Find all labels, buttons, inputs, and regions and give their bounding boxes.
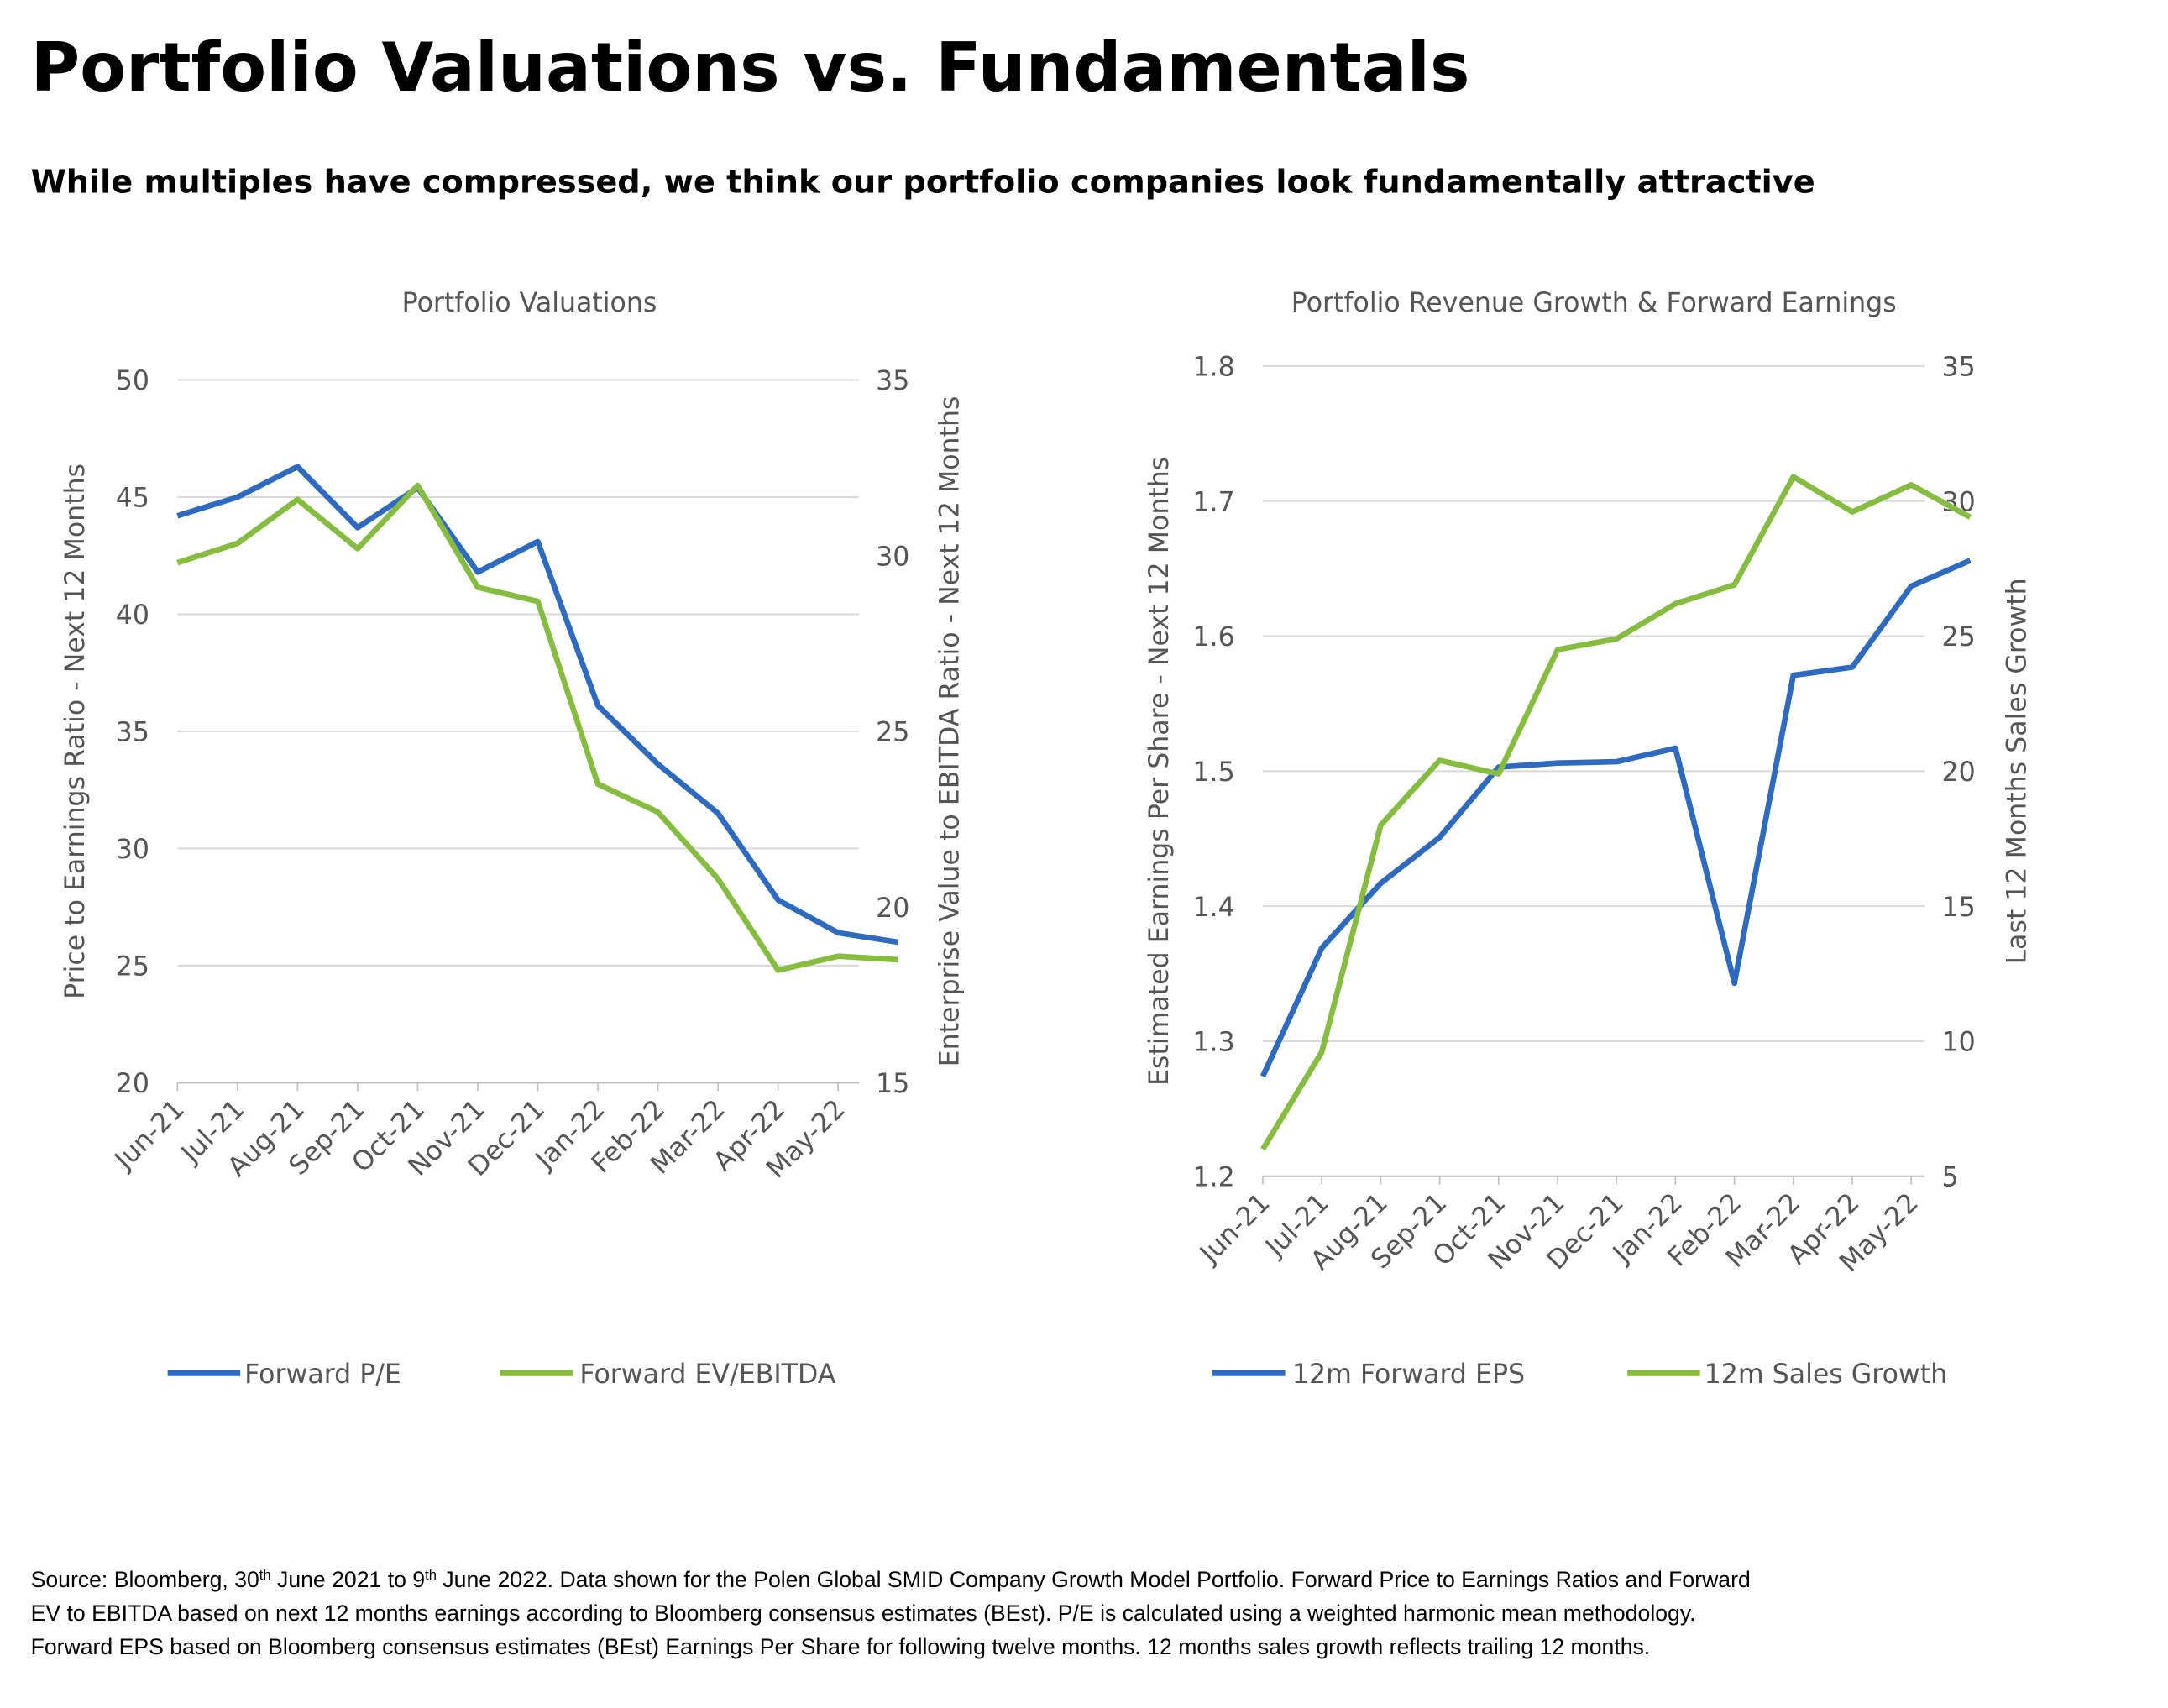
y-tick-label: 1.6 xyxy=(1192,622,1234,652)
series-line xyxy=(1260,474,1972,1151)
y2-tick-label: 35 xyxy=(876,366,909,396)
y2-tick-label: 15 xyxy=(876,1069,909,1099)
y-tick-label: 1.5 xyxy=(1192,757,1234,788)
y-tick-label: 1.3 xyxy=(1192,1028,1234,1058)
footnote-text: June 2021 to 9 xyxy=(271,1567,425,1592)
y-axis-title: Price to Earnings Ratio - Next 12 Months xyxy=(60,464,91,999)
series-line xyxy=(176,464,899,946)
y-tick-label: 30 xyxy=(116,835,149,865)
y-tick-label: 35 xyxy=(116,718,149,748)
legend-label: Forward P/E xyxy=(244,1360,401,1390)
chart-title: Portfolio Valuations xyxy=(402,288,657,318)
footnote-text: June 2022. Data shown for the Polen Glob… xyxy=(437,1567,1751,1592)
page-title: Portfolio Valuations vs. Fundamentals xyxy=(31,29,1470,107)
y2-tick-label: 5 xyxy=(1941,1162,1958,1192)
y2-tick-label: 20 xyxy=(876,893,909,924)
y2-tick-label: 30 xyxy=(876,542,909,572)
legend-label: 12m Forward EPS xyxy=(1292,1360,1525,1390)
chart-title: Portfolio Revenue Growth & Forward Earni… xyxy=(1291,288,1897,318)
footnote-line: Source: Bloomberg, 30th June 2021 to 9th… xyxy=(31,1566,1751,1591)
footnote-text: th xyxy=(259,1566,271,1582)
y-tick-label: 1.4 xyxy=(1192,893,1234,923)
footnote-line: EV to EBITDA based on next 12 months ear… xyxy=(31,1601,1696,1626)
x-tick-label: Jun-21 xyxy=(1193,1187,1275,1270)
footnote-text: th xyxy=(425,1566,437,1582)
footnote-text: EV to EBITDA based on next 12 months ear… xyxy=(31,1601,1696,1626)
y2-axis-title: Enterprise Value to EBITDA Ratio - Next … xyxy=(935,396,965,1067)
y2-tick-label: 10 xyxy=(1941,1028,1975,1058)
y-tick-label: 40 xyxy=(116,600,149,631)
y2-tick-label: 15 xyxy=(1941,893,1975,923)
footnote-text: Forward EPS based on Bloomberg consensus… xyxy=(31,1634,1651,1659)
series-line xyxy=(176,482,898,973)
legend-label: Forward EV/EBITDA xyxy=(579,1360,835,1390)
y-tick-label: 1.7 xyxy=(1192,487,1234,517)
footnote-line: Forward EPS based on Bloomberg consensus… xyxy=(31,1634,1651,1659)
page-subtitle: While multiples have compressed, we thin… xyxy=(31,164,1815,202)
y2-tick-label: 20 xyxy=(1941,757,1975,788)
y-tick-label: 20 xyxy=(116,1069,149,1099)
y-tick-label: 1.8 xyxy=(1192,353,1234,383)
y2-tick-label: 25 xyxy=(876,718,909,748)
y2-tick-label: 25 xyxy=(1941,622,1975,652)
y-tick-label: 45 xyxy=(116,484,149,514)
y2-axis-title: Last 12 Months Sales Growth xyxy=(2002,578,2032,964)
y-tick-label: 25 xyxy=(116,952,149,982)
series-line xyxy=(1259,558,1972,1078)
y-tick-label: 1.2 xyxy=(1192,1162,1234,1192)
y-axis-title: Estimated Earnings Per Share - Next 12 M… xyxy=(1144,457,1175,1086)
y2-tick-label: 35 xyxy=(1941,353,1975,383)
y-tick-label: 50 xyxy=(116,366,149,396)
legend-label: 12m Sales Growth xyxy=(1705,1360,1948,1390)
footnote-text: Source: Bloomberg, 30 xyxy=(31,1567,259,1592)
x-tick-label: Jun-21 xyxy=(108,1094,191,1176)
